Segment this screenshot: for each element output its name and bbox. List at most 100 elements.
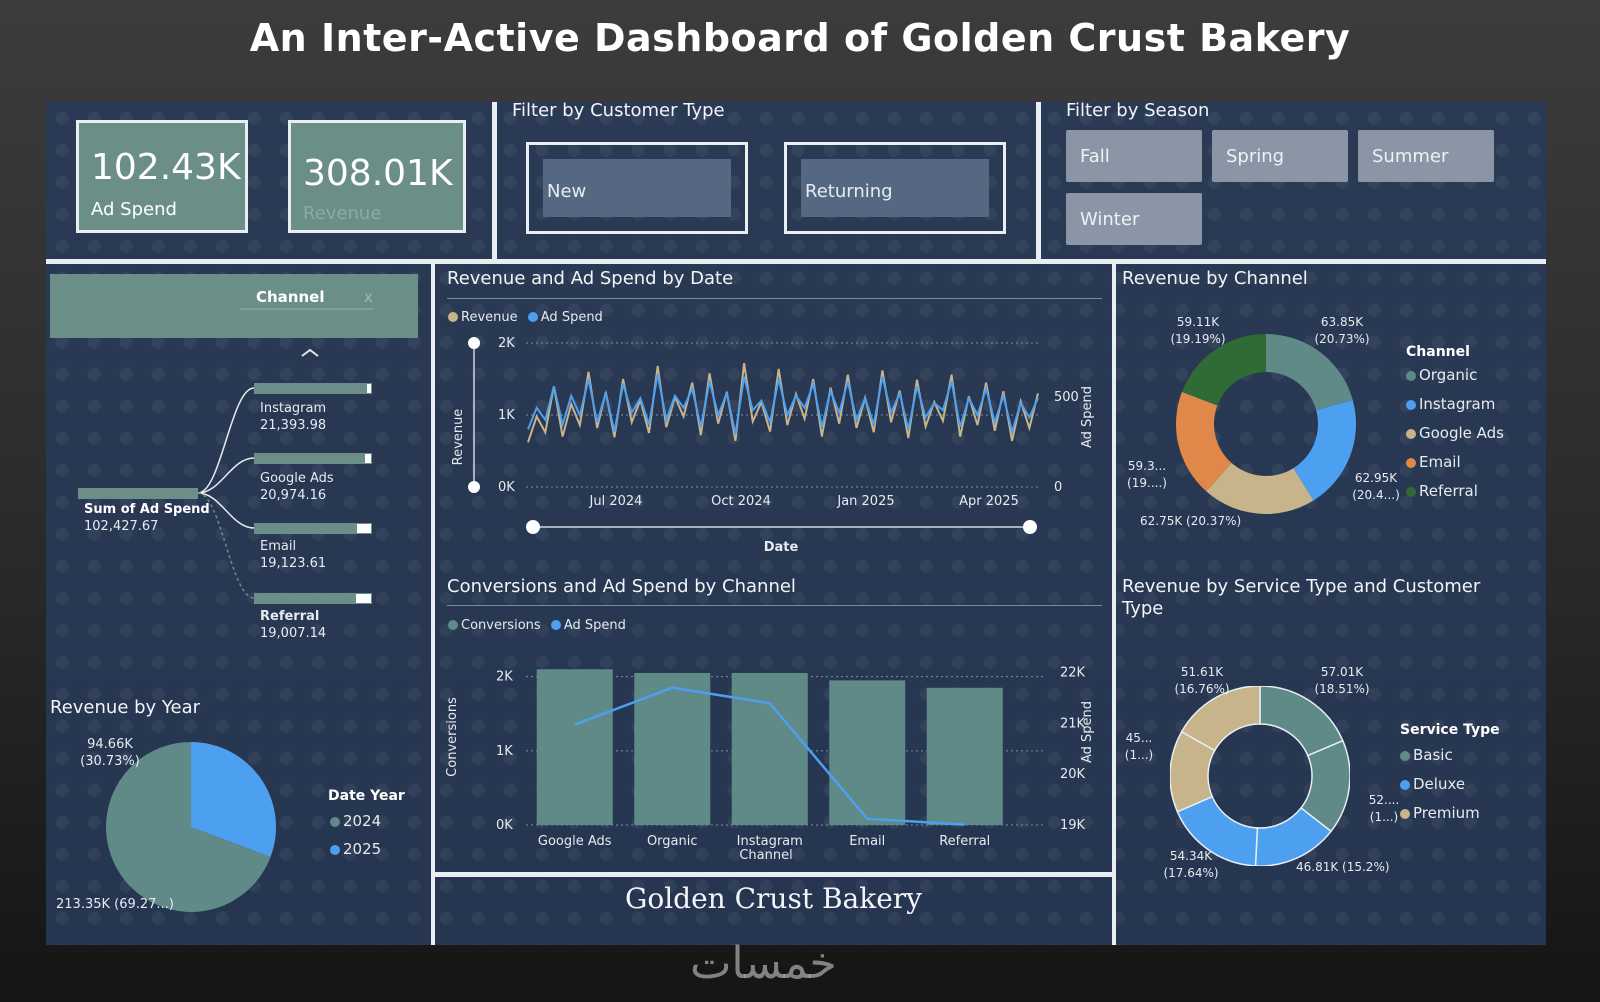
kpi-revenue-label: Revenue: [303, 203, 382, 224]
donut-label-referral: 59.11K (19.19%): [1170, 315, 1226, 346]
y-tick-label: 0K: [498, 480, 515, 495]
donut-slice-organic[interactable]: [1266, 334, 1353, 411]
revenue-by-service-title: Revenue by Service Type and Customer Typ…: [1122, 576, 1481, 619]
y-axis-label: Revenue: [451, 409, 466, 466]
ad-spend-line[interactable]: [574, 686, 965, 826]
kpi-ad-spend-value: 102.43K: [91, 147, 241, 188]
legend-item-deluxe[interactable]: Deluxe: [1400, 775, 1465, 793]
y-range-slider-handle[interactable]: [468, 481, 480, 493]
bar-organic[interactable]: [634, 672, 711, 825]
tree-root-value: 102,427.67: [84, 519, 159, 534]
donut-label-google-ads: 62.75K (20.37%): [1140, 514, 1242, 528]
legend-item-2025[interactable]: 2025: [330, 840, 381, 858]
x-tick-label: Apr 2025: [959, 494, 1019, 509]
tree-node-bar[interactable]: [254, 383, 372, 394]
legend-item-premium[interactable]: Premium: [1400, 804, 1480, 822]
bar-email[interactable]: [829, 680, 906, 825]
y-range-slider-handle[interactable]: [468, 337, 480, 349]
legend-label: Deluxe: [1413, 775, 1466, 793]
channel-chart-legend: Conversions Ad Spend: [448, 618, 626, 633]
legend-item-referral[interactable]: Referral: [1406, 482, 1478, 500]
tree-node-label: Email: [260, 539, 297, 554]
legend-dot: [527, 312, 538, 322]
channel-slicer-label: Channel: [256, 288, 325, 306]
ad-spend-line[interactable]: [527, 374, 1039, 436]
season-summer-button[interactable]: Summer: [1358, 130, 1494, 182]
x-axis-label: Channel: [739, 848, 792, 863]
service-label-d: 54.34K (17.64%): [1163, 849, 1219, 880]
x-range-slider-handle[interactable]: [1023, 520, 1037, 534]
donut-slice-google-ads[interactable]: [1206, 462, 1314, 514]
tree-node-value: 19,123.61: [260, 556, 327, 571]
pie-slice-2025[interactable]: [106, 742, 271, 912]
tree-root-bar[interactable]: [78, 488, 198, 499]
service-label-a: 57.01K (18.51%): [1314, 665, 1370, 696]
filter-returning-box: Returning: [784, 142, 1006, 234]
tree-node-referral: Referral 19,007.14: [260, 608, 326, 642]
y2-tick-label: 22K: [1060, 665, 1086, 680]
tree-node-bar[interactable]: [254, 593, 372, 604]
season-spring-button[interactable]: Spring: [1212, 130, 1348, 182]
service-label-e: 45... (1...): [1124, 731, 1154, 762]
tree-node-bar[interactable]: [254, 453, 372, 464]
pie-label-2024: 94.66K (30.73%): [80, 737, 140, 769]
revenue-by-service-donut: [1170, 686, 1350, 866]
bar-referral[interactable]: [926, 687, 1003, 825]
donut-slice-referral[interactable]: [1181, 334, 1266, 406]
season-winter-button[interactable]: Winter: [1066, 193, 1202, 245]
close-icon[interactable]: x: [364, 288, 373, 306]
season-filter-title: Filter by Season: [1066, 100, 1210, 121]
divider: [447, 298, 1102, 299]
date-chart-legend: Revenue Ad Spend: [448, 310, 603, 325]
service-label-f: 51.61K (16.76%): [1174, 665, 1230, 696]
divider: [1036, 102, 1041, 259]
tree-node-bar[interactable]: [254, 523, 372, 534]
donut-slice-instagram[interactable]: [1293, 400, 1356, 501]
x-range-slider-handle[interactable]: [526, 520, 540, 534]
donut-slice-email[interactable]: [1176, 391, 1232, 492]
tree-node-email: Email 19,123.61: [260, 538, 326, 572]
donut-label-organic: 63.85K (20.73%): [1314, 315, 1370, 346]
legend-label: 2024: [343, 812, 382, 830]
divider: [46, 259, 1546, 264]
filter-returning-button[interactable]: Returning: [801, 159, 989, 217]
y2-tick-label: 19K: [1060, 818, 1086, 833]
filter-new-button[interactable]: New: [543, 159, 731, 217]
legend-dot: [1400, 780, 1410, 790]
donut-slice-premium-5[interactable]: [1180, 686, 1261, 752]
bar-instagram[interactable]: [731, 672, 808, 825]
y2-tick-label: 20K: [1060, 767, 1086, 782]
revenue-by-year-title: Revenue by Year: [50, 697, 201, 718]
season-fall-button[interactable]: Fall: [1066, 130, 1202, 182]
pie-slice-2024[interactable]: [191, 742, 276, 857]
x-tick-label: Jul 2024: [589, 494, 643, 509]
legend-label: Conversions: [461, 618, 541, 633]
legend-dot: [1406, 400, 1416, 410]
legend-item-email[interactable]: Email: [1406, 453, 1461, 471]
x-tick-label: Oct 2024: [711, 494, 771, 509]
channel-slicer[interactable]: Channel x: [50, 274, 418, 338]
tree-node-google-ads: Google Ads 20,974.16: [260, 470, 334, 504]
legend-item-google-ads[interactable]: Google Ads: [1406, 424, 1504, 442]
revenue-line[interactable]: [527, 363, 1039, 443]
channel-legend-title: Channel: [1406, 344, 1470, 360]
chevron-up-icon[interactable]: [301, 348, 319, 357]
bar-google-ads[interactable]: [536, 669, 613, 825]
legend-dot: [1400, 809, 1410, 819]
legend-item-instagram[interactable]: Instagram: [1406, 395, 1495, 413]
legend-dot: [448, 312, 458, 322]
legend-item-2024[interactable]: 2024: [330, 812, 381, 830]
y2-axis-label: Ad Spend: [1080, 701, 1095, 763]
y-tick-label: 1K: [498, 408, 515, 423]
legend-item-organic[interactable]: Organic: [1406, 366, 1477, 384]
legend-item-basic[interactable]: Basic: [1400, 746, 1453, 764]
legend-label: Google Ads: [1419, 424, 1504, 442]
y2-tick-label: 21K: [1060, 716, 1086, 731]
y-tick-label: 2K: [498, 336, 515, 351]
conversions-adspend-channel-chart: Conversions Ad Spend 2K 1K 0K 22K 21K 20K 19K G…: [445, 665, 1095, 863]
tree-node-label: Instagram: [260, 401, 327, 416]
y-tick-label: 1K: [496, 744, 513, 759]
y2-tick-label: 0: [1054, 480, 1062, 495]
legend-dot: [448, 620, 458, 630]
kpi-revenue-card: 308.01K Revenue: [288, 120, 466, 233]
